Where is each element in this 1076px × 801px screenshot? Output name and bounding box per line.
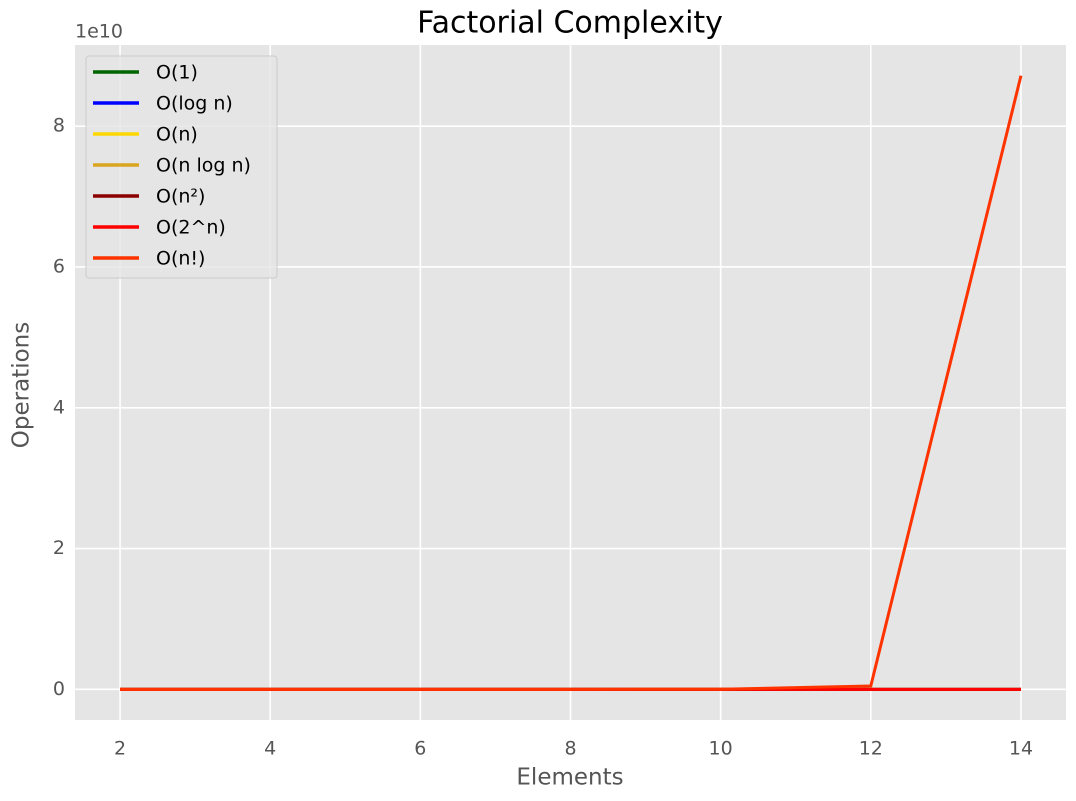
x-tick-label: 10 (709, 738, 733, 760)
x-tick-label: 6 (414, 738, 426, 760)
x-tick-label: 4 (264, 738, 276, 760)
x-tick-label: 8 (564, 738, 576, 760)
legend-label: O(n log n) (156, 155, 251, 177)
y-tick-label: 4 (53, 396, 65, 418)
x-tick-label: 12 (859, 738, 883, 760)
y-axis-label: Operations (9, 322, 35, 448)
series-line (120, 75, 1023, 691)
y-tick-label: 8 (53, 115, 65, 137)
legend-label: O(2^n) (156, 217, 226, 239)
legend-label: O(1) (156, 62, 198, 84)
x-axis-label: Elements (516, 765, 623, 791)
chart-title: Factorial Complexity (417, 6, 723, 41)
y-tick-label: 6 (53, 255, 65, 277)
legend-label: O(log n) (156, 93, 233, 115)
x-tick-label: 14 (1009, 738, 1033, 760)
y-offset-label: 1e10 (75, 21, 123, 43)
y-tick-label: 0 (53, 678, 65, 700)
legend-label: O(n!) (156, 248, 205, 270)
y-tick-label: 2 (53, 537, 65, 559)
legend-box (85, 55, 278, 279)
legend-label: O(n) (156, 124, 198, 146)
x-tick-label: 2 (114, 738, 126, 760)
legend-label: O(n²) (156, 186, 205, 208)
